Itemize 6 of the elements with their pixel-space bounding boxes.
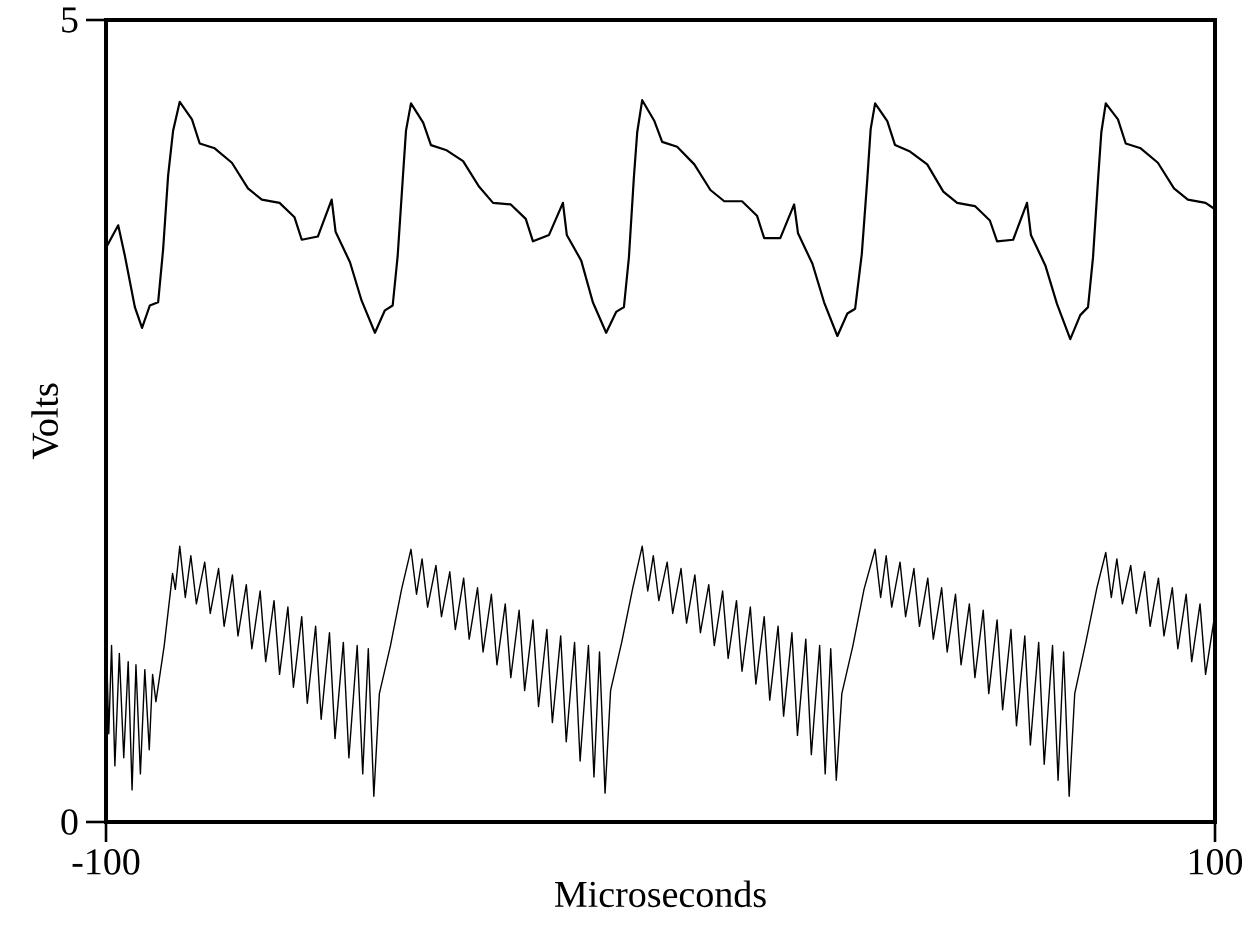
x-tick-label: 100	[1189, 849, 1242, 875]
x-axis-title: Microseconds	[555, 880, 766, 908]
y-tick-label: 5	[62, 7, 78, 33]
y-axis-title: Volts	[31, 383, 59, 460]
x-tick-label: -100	[72, 849, 140, 875]
y-tick-label: 0	[61, 809, 78, 835]
